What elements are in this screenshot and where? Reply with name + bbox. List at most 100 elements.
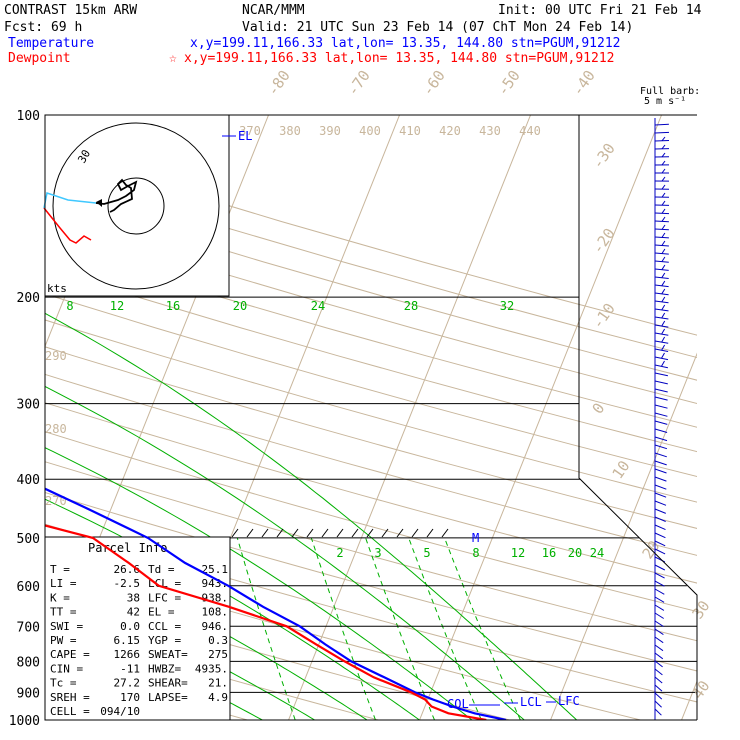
parcel-row-label: EL =	[148, 606, 175, 619]
mixing-ratio-line	[236, 537, 296, 720]
theta-e-label: 32	[500, 299, 514, 313]
isotherm-line	[0, 115, 7, 720]
pressure-label-700: 700	[17, 620, 40, 635]
wind-barb	[654, 588, 665, 595]
parcel-row-value: -2.5	[114, 577, 141, 590]
wind-barb	[654, 468, 667, 474]
wind-barb-feather	[661, 336, 666, 343]
pressure-label-200: 200	[17, 291, 40, 306]
theta-left-label: 280	[45, 422, 67, 436]
theta-label: 390	[319, 124, 341, 138]
wind-barb	[654, 220, 669, 223]
parcel-row-label: CELL =	[50, 705, 90, 718]
wind-barb	[654, 292, 669, 296]
theta-label: 380	[279, 124, 301, 138]
parcel-row-value: 42	[127, 606, 140, 619]
theta-left-label: 290	[45, 349, 67, 363]
parcel-row-value: -11	[120, 662, 140, 675]
parcel-row-label: K =	[50, 591, 70, 604]
annotation-lfc: LFC	[558, 694, 580, 708]
parcel-row-value: 0.0	[120, 620, 140, 633]
wind-barb-feather	[661, 296, 666, 303]
wind-barb	[654, 684, 663, 692]
parcel-row-label: LAPSE=	[148, 691, 188, 704]
wind-barb-feather	[661, 240, 666, 246]
wind-barb-feather	[661, 280, 666, 287]
mixing-ratio-label: 24	[590, 546, 604, 560]
wind-barb-feather	[661, 304, 666, 311]
sounding-profiles	[45, 487, 507, 720]
parcel-row-value: 108.	[202, 606, 229, 619]
parcel-row-value: 21.	[208, 677, 228, 690]
parcel-row-value: 275	[208, 648, 228, 661]
wind-barb	[654, 572, 665, 579]
hodograph-ring-label: 30	[75, 148, 93, 166]
wind-barb	[654, 676, 663, 684]
stability-hatch	[351, 528, 359, 538]
wind-barb-feather	[661, 200, 666, 206]
wind-barb	[654, 540, 666, 547]
stability-hatch	[276, 528, 284, 538]
wind-barb-column	[654, 118, 670, 720]
wind-barb	[654, 668, 663, 676]
wind-barb	[654, 300, 669, 304]
dry-adiabat-line	[45, 218, 697, 404]
theta-label: 430	[479, 124, 501, 138]
wind-barb-feather	[661, 352, 665, 359]
parcel-row-label: YGP =	[148, 634, 181, 647]
parcel-row-value: 4.9	[208, 691, 228, 704]
model-title: CONTRAST 15km ARW	[4, 3, 137, 18]
pressure-label-600: 600	[17, 580, 40, 595]
parcel-row-value: 25.1	[202, 563, 229, 576]
wind-barb	[654, 460, 667, 466]
barb-legend-line1: Full barb:	[640, 86, 700, 97]
temperature-profile-line	[45, 487, 507, 720]
annotation-col: COL	[447, 697, 469, 711]
pressure-label-500: 500	[17, 532, 40, 547]
wind-barb	[654, 500, 667, 506]
wind-barb-feather	[661, 168, 666, 174]
dry-adiabat-line	[45, 346, 697, 529]
dry-adiabat-line	[45, 590, 510, 720]
theta-e-label: 20	[233, 299, 247, 313]
wind-barb	[654, 548, 666, 555]
mixing-ratio-label: 16	[542, 546, 556, 560]
wind-barb-feather	[661, 144, 666, 150]
dewpoint-profile-line	[45, 524, 487, 720]
wind-barb	[654, 276, 669, 279]
wind-barb	[654, 123, 669, 126]
wind-barb	[654, 131, 670, 134]
stability-hatch	[306, 528, 314, 538]
parcel-row-value: 943.	[202, 577, 229, 590]
init-time: Init: 00 UTC Fri 21 Feb 14	[498, 3, 702, 18]
wind-barb-feather	[661, 256, 666, 262]
mixing-ratio-label: 12	[511, 546, 525, 560]
wind-barb	[654, 508, 666, 514]
parcel-row-value: 170	[120, 691, 140, 704]
parcel-row-value: 094/10	[100, 705, 140, 718]
parcel-row-value: 27.2	[114, 677, 141, 690]
theta-e-label: 24	[311, 299, 325, 313]
wind-barb-feather	[661, 248, 666, 254]
annotation-melt: M	[472, 531, 479, 545]
hodograph-ring-outer	[52, 122, 220, 290]
dewpoint-location: x,y=199.11,166.33 lat,lon= 13.35, 144.80…	[184, 51, 614, 66]
isotherm-label: 10	[609, 457, 634, 482]
chart-frame	[44, 114, 698, 721]
wind-barb-feather	[661, 152, 666, 158]
center-label: NCAR/MMM	[242, 3, 305, 18]
wind-barb-feather	[661, 208, 666, 214]
wind-barb-feather	[661, 288, 666, 295]
dewpoint-legend: Dewpoint	[8, 51, 71, 66]
level-annotations: EL M COL LCL LFC	[222, 129, 580, 711]
wind-barb	[654, 636, 664, 644]
mixing-ratio-label: 20	[568, 546, 582, 560]
wind-barb-feather	[661, 224, 666, 230]
stability-hatch	[336, 528, 344, 538]
wind-barb	[654, 580, 665, 587]
wind-barb-feather	[661, 272, 666, 278]
stability-hatch	[441, 528, 449, 538]
wind-barb	[654, 516, 666, 522]
isotherm-label: -40	[569, 67, 599, 100]
mixing-ratio-line	[365, 537, 435, 720]
